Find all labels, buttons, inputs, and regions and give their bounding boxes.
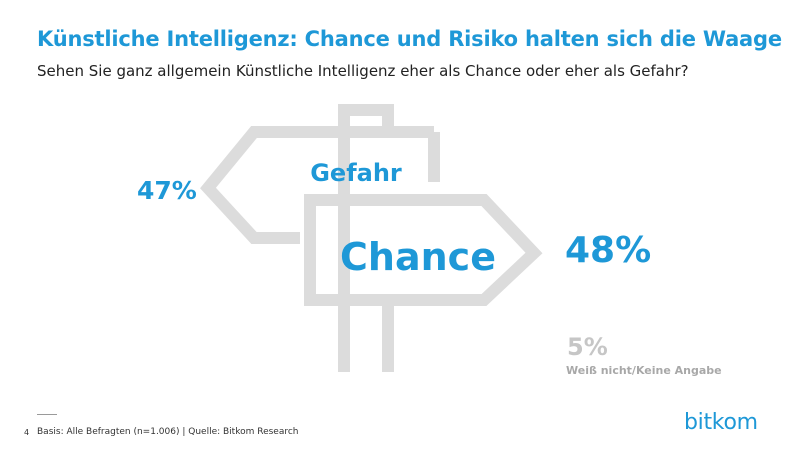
footer-divider bbox=[37, 414, 57, 415]
chart-subtitle: Sehen Sie ganz allgemein Künstliche Inte… bbox=[37, 62, 689, 80]
page-number: 4 bbox=[24, 428, 30, 437]
chance-sign-label: Chance bbox=[340, 235, 496, 279]
data-label-chance: 48% bbox=[565, 230, 652, 271]
source-note: Basis: Alle Befragten (n=1.006) | Quelle… bbox=[37, 427, 299, 437]
bitkom-logo: bitkom bbox=[684, 410, 758, 435]
chart-title: Künstliche Intelligenz: Chance und Risik… bbox=[37, 27, 782, 51]
gefahr-sign-label: Gefahr bbox=[310, 159, 402, 187]
data-label-gefahr: 47% bbox=[137, 176, 197, 205]
data-label-unsure: 5% bbox=[567, 333, 608, 361]
category-label-unsure: Weiß nicht/Keine Angabe bbox=[566, 364, 722, 377]
gefahr-sign bbox=[200, 126, 434, 244]
chance-sign bbox=[304, 194, 543, 306]
